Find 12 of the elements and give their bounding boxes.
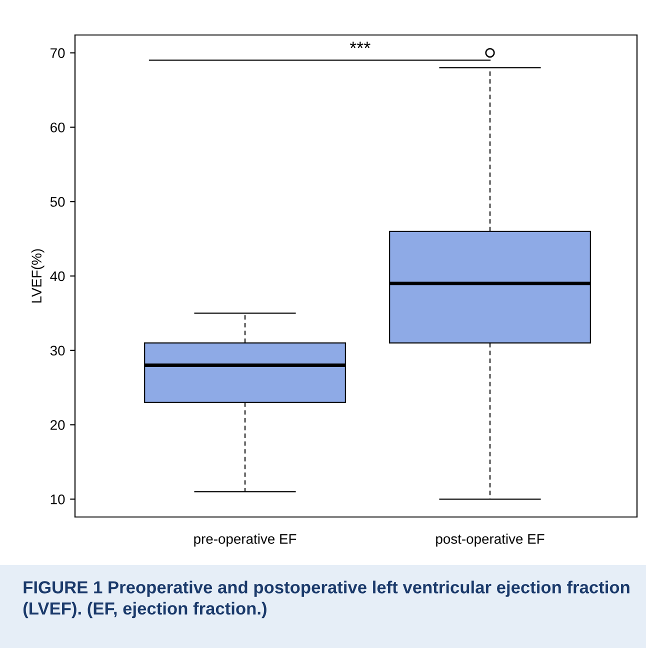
x-tick-label: pre-operative EF — [194, 534, 296, 547]
caption: FIGURE 1 Preoperative and postoperative left ventricular ejection fraction (LVEF). (EF, ejection fraction.) — [23, 580, 630, 618]
y-tick-label: 20 — [50, 420, 65, 430]
annotation: *** — [350, 42, 370, 48]
y-tick-label: 60 — [50, 122, 65, 132]
y-tick-label: 30 — [50, 346, 65, 356]
y-tick-label: 10 — [50, 494, 65, 504]
y-tick-label: 70 — [50, 48, 65, 58]
y-tick-label: 50 — [50, 196, 65, 207]
y-axis-title: LVEF(%) — [31, 249, 44, 303]
x-tick-label: post-operative EF — [436, 534, 544, 547]
y-tick-label: 40 — [50, 271, 65, 282]
